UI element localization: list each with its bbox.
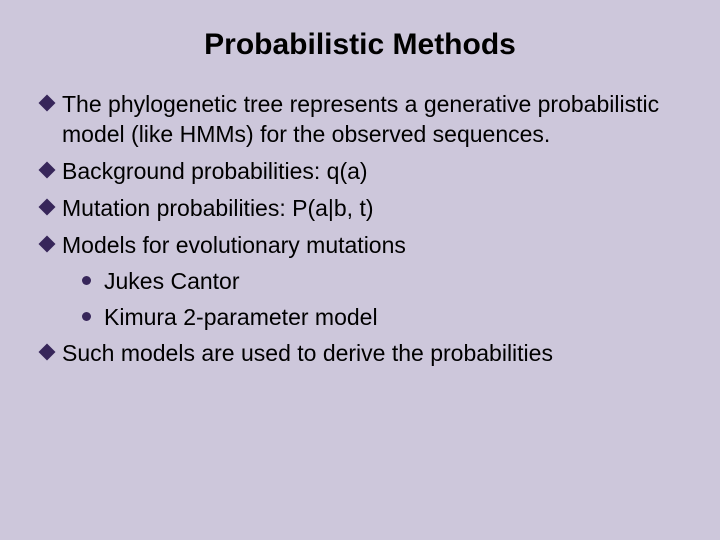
bullet-item: Such models are used to derive the proba… (40, 339, 682, 369)
diamond-icon (40, 339, 62, 358)
bullet-item: Models for evolutionary mutations (40, 231, 682, 261)
bullet-item: Background probabilities: q(a) (40, 157, 682, 187)
sub-bullet-text: Kimura 2-parameter model (104, 303, 682, 333)
slide: Probabilistic Methods The phylogenetic t… (0, 0, 720, 540)
bullet-text: Such models are used to derive the proba… (62, 339, 682, 369)
bullet-text: Background probabilities: q(a) (62, 157, 682, 187)
bullet-text: Mutation probabilities: P(a|b, t) (62, 194, 682, 224)
sub-bullet-item: Jukes Cantor (40, 267, 682, 297)
diamond-icon (40, 157, 62, 176)
diamond-icon (40, 194, 62, 213)
slide-title: Probabilistic Methods (38, 28, 682, 62)
slide-body: The phylogenetic tree represents a gener… (38, 90, 682, 369)
bullet-item: The phylogenetic tree represents a gener… (40, 90, 682, 150)
dot-icon (80, 303, 104, 321)
bullet-text: The phylogenetic tree represents a gener… (62, 90, 682, 150)
bullet-text: Models for evolutionary mutations (62, 231, 682, 261)
bullet-item: Mutation probabilities: P(a|b, t) (40, 194, 682, 224)
diamond-icon (40, 231, 62, 250)
dot-icon (80, 267, 104, 285)
sub-bullet-text: Jukes Cantor (104, 267, 682, 297)
sub-bullet-item: Kimura 2-parameter model (40, 303, 682, 333)
diamond-icon (40, 90, 62, 109)
